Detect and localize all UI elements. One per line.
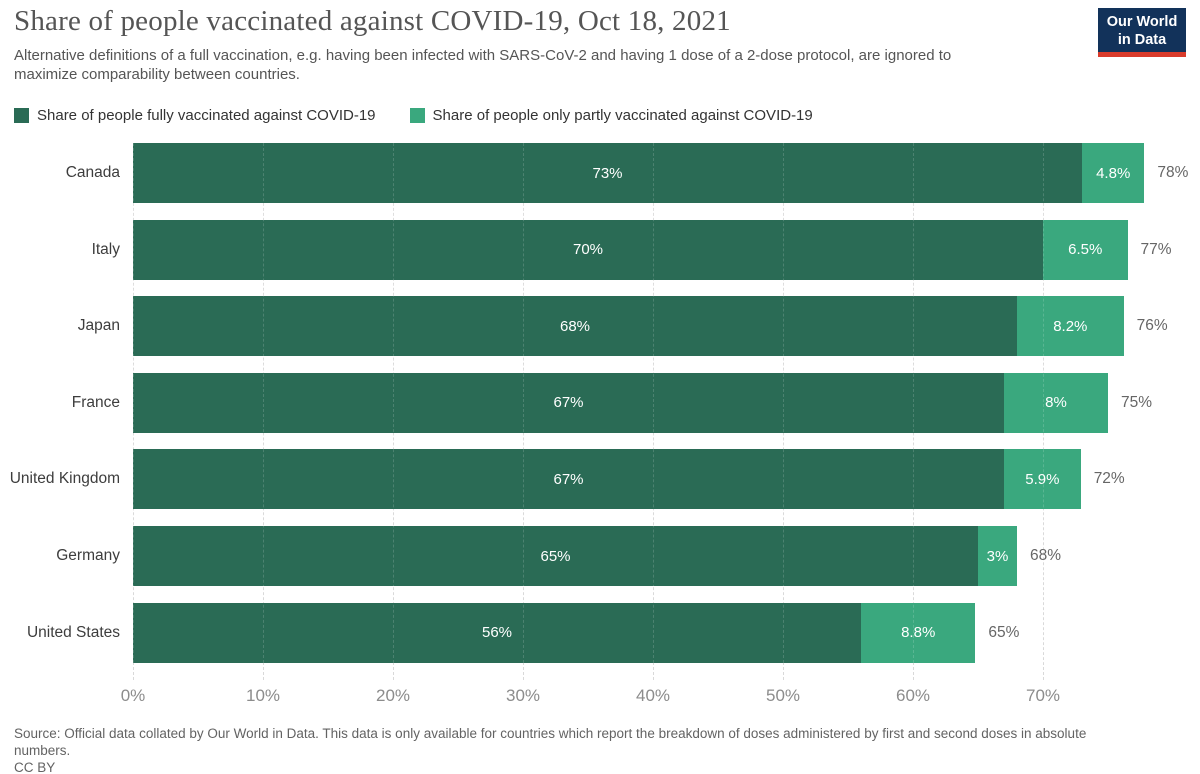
country-label: Italy <box>91 240 120 258</box>
bar-segment-partly-vaccinated[interactable]: 5.9% <box>1004 449 1081 510</box>
x-axis-tick-label: 10% <box>245 686 281 705</box>
bar-segment-fully-vaccinated[interactable]: 68% <box>133 296 1017 357</box>
legend-label: Share of people only partly vaccinated a… <box>432 107 813 124</box>
bar-segment-partly-vaccinated[interactable]: 6.5% <box>1043 219 1128 280</box>
bar-segment-fully-vaccinated[interactable]: 56% <box>133 602 861 663</box>
legend-swatch-icon <box>409 108 425 123</box>
total-value-label: 78% <box>1157 164 1189 181</box>
country-label: Germany <box>56 547 120 564</box>
x-axis-tick-label: 60% <box>895 686 931 705</box>
plot-area: 0% 10% 20% 30% 40% 50% 60% 70% Canada 73% 4.8% 78% I… <box>10 143 1188 723</box>
source-note: Source: Official data collated by Our Wo… <box>14 726 1087 758</box>
bar-row: United Kingdom 67% 5.9% 72% <box>10 449 1173 510</box>
country-label: Japan <box>77 317 120 335</box>
legend-swatch-icon <box>14 108 29 123</box>
bar-segment-fully-vaccinated[interactable]: 70% <box>133 219 1043 280</box>
total-value-label: 76% <box>1136 317 1168 335</box>
footer: Source: Official data collated by Our Wo… <box>14 725 1144 774</box>
x-axis-tick-label: 20% <box>375 686 411 705</box>
bar-segment-partly-vaccinated[interactable]: 4.8% <box>1082 143 1145 203</box>
bar-segment-fully-vaccinated[interactable]: 65% <box>133 526 978 586</box>
owid-logo[interactable]: Our World in Data <box>1098 8 1186 57</box>
bar-segment-fully-vaccinated[interactable]: 73% <box>133 143 1082 203</box>
bar-value-label: 68% <box>559 317 591 335</box>
bar-value-label: 5.9% <box>1025 470 1060 488</box>
bar-segment-partly-vaccinated[interactable]: 8.2% <box>1017 296 1124 357</box>
chart-subtitle: Alternative definitions of a full vaccin… <box>14 47 952 83</box>
country-label: United Kingdom <box>9 470 120 488</box>
bar-value-label: 65% <box>540 547 571 565</box>
bar-segment-partly-vaccinated[interactable]: 8.8% <box>861 602 976 663</box>
owid-logo-line1: Our World <box>1106 14 1178 30</box>
total-value-label: 77% <box>1140 240 1172 258</box>
legend-item-partly-vaccinated[interactable]: Share of people only partly vaccinated a… <box>409 107 813 124</box>
bar-value-label: 73% <box>592 164 623 182</box>
bar-value-label: 8.2% <box>1053 317 1088 335</box>
total-value-label: 68% <box>1030 547 1062 564</box>
bar-row: Italy 70% 6.5% 77% <box>92 219 1173 280</box>
x-axis-tick-label: 0% <box>120 686 146 705</box>
bar-row: Japan 68% 8.2% 76% <box>78 296 1173 357</box>
total-value-label: 65% <box>988 623 1020 641</box>
license-note: CC BY <box>14 760 56 774</box>
bar-row: United States 56% 8.8% 65% <box>27 602 1173 663</box>
bar-segment-partly-vaccinated[interactable]: 8% <box>1004 372 1108 433</box>
bar-value-label: 67% <box>553 470 584 488</box>
bar-value-label: 4.8% <box>1096 164 1131 182</box>
page-title: Share of people vaccinated against COVID… <box>14 5 731 37</box>
legend-label: Share of people fully vaccinated against… <box>37 107 376 124</box>
legend: Share of people fully vaccinated against… <box>14 107 813 124</box>
bar-row: Canada 73% 4.8% 78% <box>66 143 1188 203</box>
bar-value-label: 8% <box>1045 394 1067 412</box>
total-value-label: 72% <box>1093 470 1125 488</box>
country-label: United States <box>26 623 120 641</box>
bar-value-label: 8.8% <box>901 624 936 642</box>
total-value-label: 75% <box>1121 393 1153 411</box>
legend-item-fully-vaccinated[interactable]: Share of people fully vaccinated against… <box>14 107 376 124</box>
bar-row: France 67% 8% 75% <box>72 372 1173 433</box>
bar-segment-fully-vaccinated[interactable]: 67% <box>133 372 1004 433</box>
bar-row: Germany 65% 3% 68% <box>56 526 1173 586</box>
country-label: France <box>71 393 120 411</box>
x-axis-tick-label: 30% <box>505 686 541 705</box>
bar-value-label: 6.5% <box>1068 241 1103 259</box>
bar-segment-partly-vaccinated[interactable]: 3% <box>978 526 1017 586</box>
x-axis-tick-label: 50% <box>765 686 801 705</box>
bar-value-label: 67% <box>553 394 584 412</box>
bar-value-label: 70% <box>572 241 604 259</box>
owid-logo-line2: in Data <box>1117 32 1167 48</box>
bar-segment-fully-vaccinated[interactable]: 67% <box>133 449 1004 510</box>
x-axis-tick-label: 70% <box>1025 686 1061 705</box>
x-axis-tick-label: 40% <box>635 686 671 705</box>
bar-value-label: 3% <box>986 547 1009 565</box>
country-label: Canada <box>65 164 120 181</box>
bar-value-label: 56% <box>481 624 513 642</box>
